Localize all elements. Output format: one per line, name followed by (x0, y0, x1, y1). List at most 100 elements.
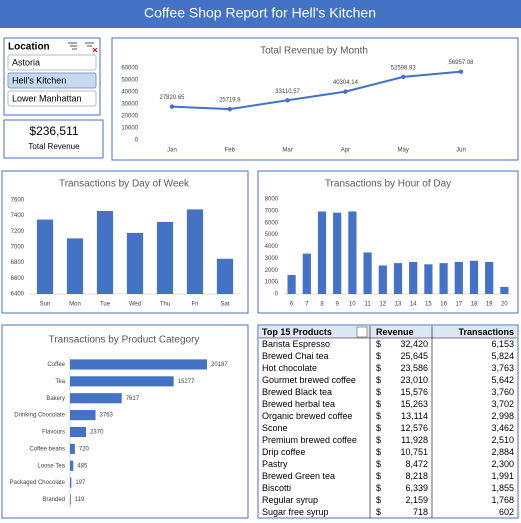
x-tick-label: Jun (456, 148, 466, 154)
data-label: 25719.8 (219, 98, 241, 104)
slicer-item-label[interactable]: Hell's Kitchen (12, 75, 66, 85)
x-tick-label: Apr (341, 148, 350, 154)
data-label: 2370 (90, 430, 104, 436)
point (458, 69, 464, 74)
cell-revenue: 8,472 (405, 459, 428, 469)
chart-frame (111, 37, 519, 161)
cell-currency: $ (376, 351, 381, 361)
y-tick-label: 7600 (11, 198, 25, 204)
x-tick-label: 20 (501, 302, 508, 308)
bar (70, 359, 207, 370)
cell-revenue: 25,645 (400, 351, 428, 361)
filter-button[interactable] (356, 326, 368, 338)
slicer-item[interactable] (7, 72, 97, 89)
point (285, 98, 290, 103)
cell-currency: $ (376, 507, 381, 517)
cell-revenue: 23,586 (400, 363, 428, 373)
cell-name: Brewed herbal tea (262, 399, 335, 409)
bar (156, 221, 174, 294)
bar (36, 219, 54, 294)
line (171, 70, 462, 111)
cell-transactions: 3,763 (491, 363, 514, 373)
table-header: Revenue (376, 327, 414, 337)
point (169, 104, 175, 109)
cell-revenue: 12,576 (400, 423, 428, 433)
cell-currency: $ (376, 483, 381, 493)
x-tick-label: 14 (410, 302, 417, 308)
bar (469, 260, 479, 294)
slicer-item-label[interactable]: Lower Manhattan (12, 93, 82, 103)
cell-currency: $ (376, 495, 381, 505)
y-tick-label: Flavours (42, 430, 65, 436)
cell-currency: $ (376, 339, 381, 349)
cell-currency: $ (376, 459, 381, 469)
slicer-title: Location (8, 42, 50, 53)
data-label: 15277 (178, 379, 195, 385)
chart-title: Transactions by Product Category (49, 335, 200, 346)
cell-transactions: 1,768 (491, 495, 514, 505)
x-tick-label: May (398, 148, 409, 154)
data-label: 52598.93 (391, 65, 417, 71)
bar (70, 494, 71, 505)
bar (302, 253, 311, 294)
x-tick-label: Sun (40, 302, 51, 308)
bar (363, 252, 372, 294)
y-tick-label: 50000 (121, 78, 138, 84)
cell-name: Barista Espresso (262, 339, 330, 349)
y-tick-label: 6000 (265, 220, 279, 226)
y-tick-label: 10000 (121, 126, 138, 132)
cell-revenue: 2,159 (405, 495, 428, 505)
header-title: Coffee Shop Report for Hell's Kitchen (144, 5, 376, 21)
y-tick-label: 6800 (11, 260, 25, 266)
cell-name: Brewed Chai tea (262, 351, 329, 361)
y-tick-label: 2000 (265, 268, 279, 274)
y-tick-label: 8000 (265, 197, 279, 203)
cell-transactions: 3,702 (491, 399, 514, 409)
slicer-icons (68, 42, 98, 53)
cell-transactions: 2,884 (491, 447, 514, 457)
data-label: 7617 (126, 396, 140, 402)
cell-name: Regular syrup (262, 495, 318, 505)
x-tick-label: Tue (100, 302, 111, 308)
y-tick-label: 7000 (265, 208, 279, 214)
slicer-item[interactable] (7, 90, 97, 107)
data-label: 56957.08 (448, 60, 474, 66)
bar (485, 261, 494, 294)
y-tick-label: 60000 (121, 66, 138, 72)
y-tick-label: 1000 (265, 280, 279, 286)
bar (333, 212, 342, 294)
y-tick-label: Coffee (47, 362, 65, 368)
slicer-item-label[interactable]: Astoria (12, 57, 40, 67)
bar (70, 393, 122, 404)
bar (70, 426, 87, 438)
data-label: 20187 (211, 362, 228, 368)
x-tick-label: 19 (486, 302, 493, 308)
x-tick-label: 8 (320, 302, 324, 308)
bar (287, 275, 296, 294)
kpi-value: $236,511 (29, 124, 78, 138)
cell-revenue: 15,263 (400, 399, 428, 409)
cell-name: Pastry (262, 459, 288, 469)
slicer-item[interactable] (7, 54, 97, 71)
bar (409, 261, 418, 294)
bar (70, 376, 174, 387)
cell-currency: $ (376, 471, 381, 481)
y-tick-label: 20000 (121, 114, 138, 120)
bar (186, 209, 204, 294)
y-tick-label: 30000 (121, 102, 138, 108)
cell-revenue: 6,339 (405, 483, 428, 493)
cell-revenue: 718 (413, 507, 428, 517)
data-label: 720 (79, 446, 90, 452)
y-tick-label: 6400 (11, 292, 25, 298)
cell-revenue: 8,218 (405, 471, 428, 481)
x-tick-label: 17 (455, 302, 462, 308)
y-tick-label: Coffee beans (29, 446, 65, 452)
x-tick-label: 6 (290, 302, 294, 308)
bar (348, 211, 357, 294)
cell-revenue: 15,576 (400, 387, 428, 397)
cell-transactions: 1,855 (491, 483, 514, 493)
data-label: 27820.65 (159, 95, 185, 101)
y-tick-label: Branded (42, 497, 65, 503)
x-tick-label: 18 (471, 302, 478, 308)
data-label: 3763 (100, 413, 114, 419)
